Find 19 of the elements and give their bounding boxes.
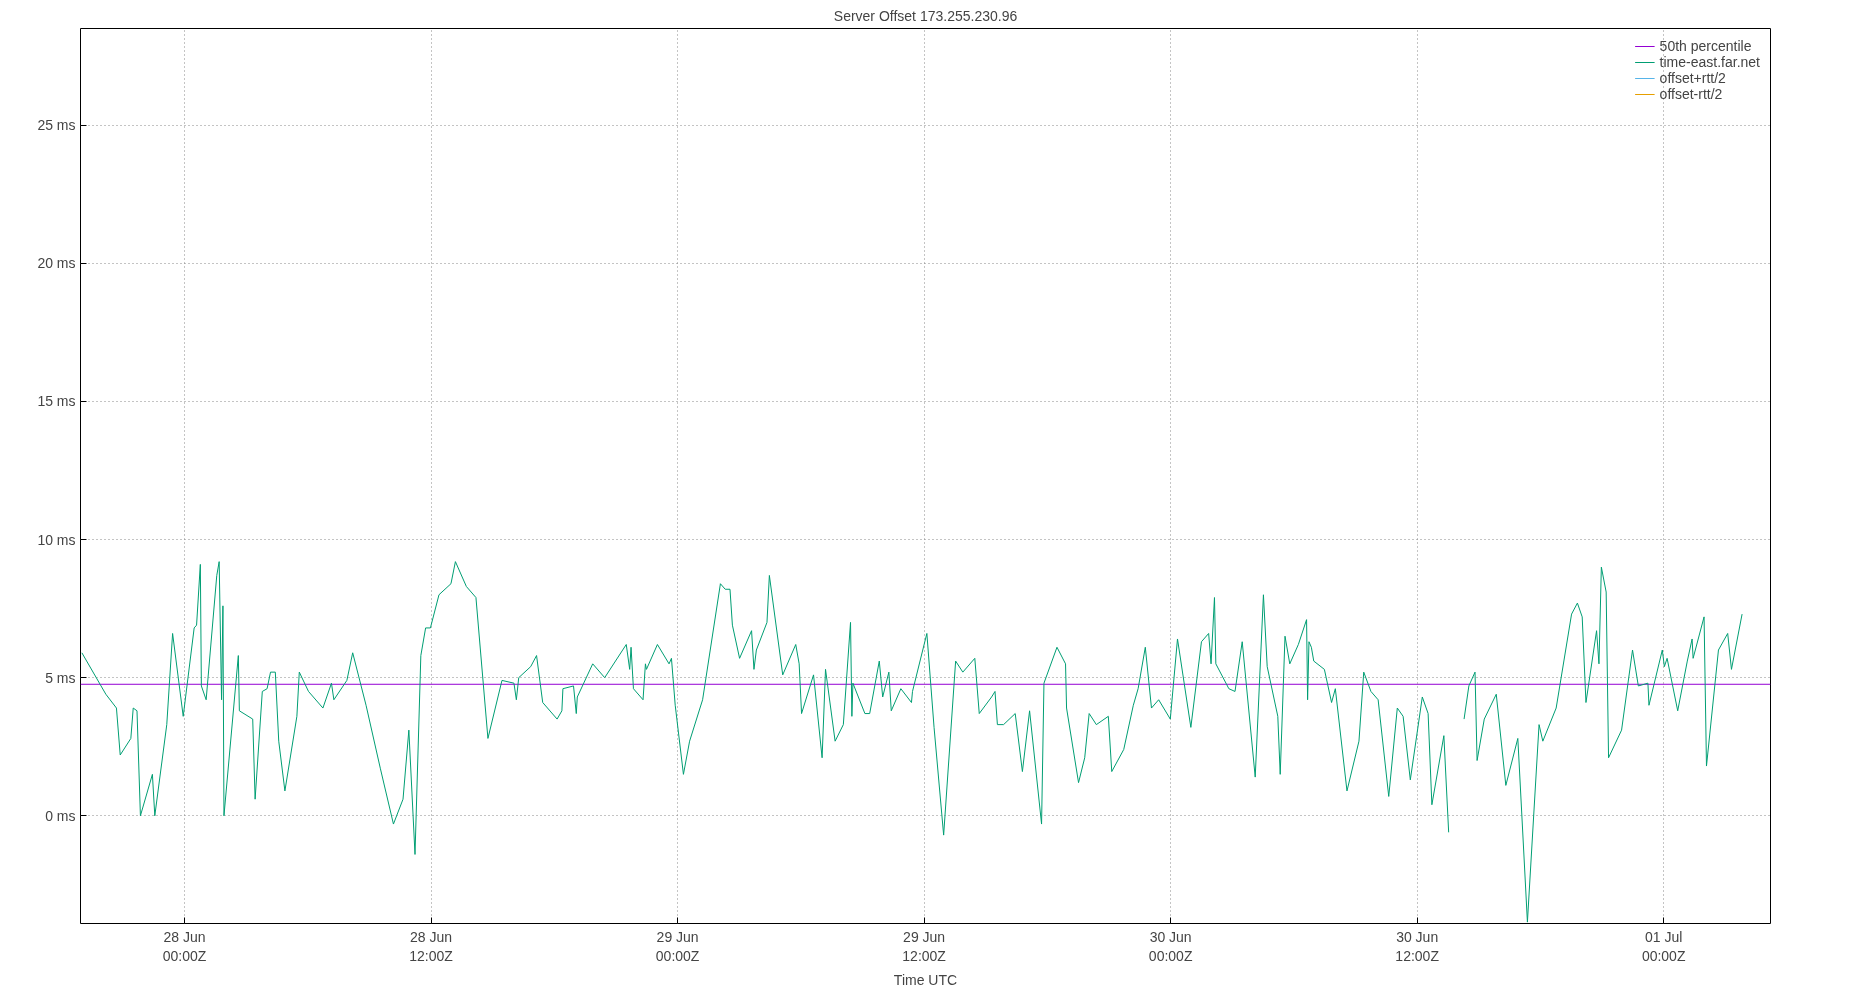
legend-label: offset-rtt/2 (1659, 86, 1723, 102)
chart-title: Server Offset 173.255.230.96 (833, 7, 1018, 24)
x-tick-label: 29 Jun 12:00Z (902, 928, 947, 964)
legend-label: offset+rtt/2 (1659, 70, 1726, 86)
x-tick-label: 01 Jul 00:00Z (1641, 928, 1686, 964)
x-tick-label: 28 Jun 00:00Z (162, 928, 207, 964)
legend-label: time-east.far.net (1659, 54, 1760, 70)
legend-label: 50th percentile (1659, 38, 1752, 54)
x-axis-title: Time UTC (893, 971, 958, 988)
y-tick-label: 10 ms (37, 531, 76, 548)
x-tick-label: 29 Jun 00:00Z (655, 928, 700, 964)
y-tick-label: 20 ms (37, 255, 76, 272)
x-tick-label: 30 Jun 00:00Z (1148, 928, 1193, 964)
x-tick-label: 28 Jun 12:00Z (409, 928, 454, 964)
y-tick-label: 15 ms (37, 393, 76, 410)
y-tick-label: 25 ms (37, 117, 76, 134)
y-tick-label: 0 ms (45, 807, 76, 824)
y-tick-label: 5 ms (45, 669, 76, 686)
x-tick-label: 30 Jun 12:00Z (1395, 928, 1440, 964)
